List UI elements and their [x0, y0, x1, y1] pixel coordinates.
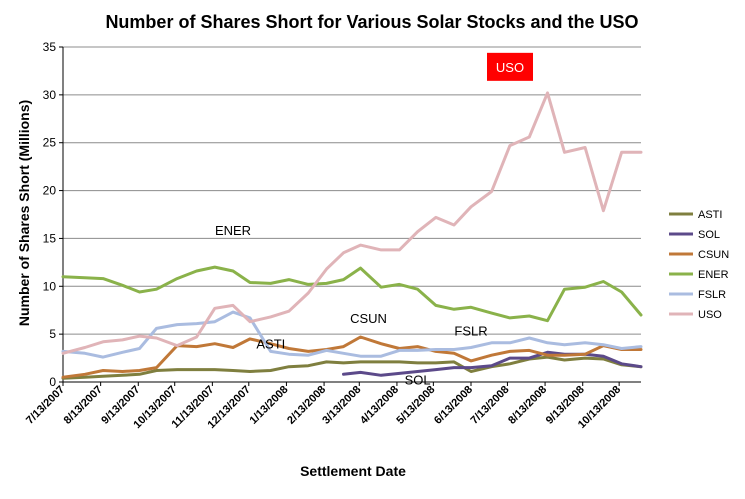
series-line-fslr — [61, 310, 643, 359]
y-tick-label: 0 — [49, 375, 56, 389]
y-tick-label: 35 — [43, 40, 57, 54]
x-tick-label: 4/13/2008 — [358, 384, 401, 427]
annotations: ENER CSUN FSLR ASTI SOL USO — [215, 52, 533, 387]
x-tick-label: 1/13/2008 — [247, 384, 290, 427]
legend-label-sol: SOL — [698, 229, 720, 241]
x-tick-label: 7/13/2007 — [24, 384, 67, 427]
x-tick-label: 3/13/2008 — [320, 384, 363, 427]
series-line-uso — [61, 91, 643, 355]
x-tick-label: 8/13/2007 — [62, 384, 105, 427]
annotation-label-ener: ENER — [215, 223, 251, 238]
y-tick-label: 5 — [49, 327, 56, 341]
annotation-background-uso — [487, 52, 533, 81]
annotation-label-csun: CSUN — [350, 311, 387, 326]
x-tick-label: 5/13/2008 — [394, 384, 437, 427]
x-tick-label: 6/13/2008 — [432, 384, 475, 427]
chart-title: Number of Shares Short for Various Solar… — [105, 12, 638, 32]
series-line-sol — [342, 350, 643, 377]
legend-label-uso: USO — [698, 309, 722, 321]
x-axis-ticks: 7/13/20078/13/20079/13/200710/13/200711/… — [24, 382, 623, 431]
series-line-csun — [61, 335, 643, 379]
legend-label-asti: ASTI — [698, 209, 722, 221]
axes — [62, 47, 641, 383]
x-axis-title: Settlement Date — [300, 463, 406, 479]
y-axis-ticks: 0 5 10 15 20 25 30 35 — [43, 40, 63, 389]
x-tick-label: 8/13/2008 — [506, 384, 549, 427]
annotation-label-asti: ASTI — [256, 337, 285, 352]
y-tick-label: 20 — [43, 184, 57, 198]
y-axis-title: Number of Shares Short (Millions) — [16, 100, 32, 326]
y-tick-label: 30 — [43, 88, 57, 102]
annotation-label-uso: USO — [496, 60, 524, 75]
annotation-label-fslr: FSLR — [454, 324, 487, 339]
series-lines — [61, 91, 643, 380]
legend: ASTI SOL CSUN ENER FSLR USO — [669, 209, 729, 321]
annotation-label-sol: SOL — [405, 372, 431, 387]
y-tick-label: 15 — [43, 231, 57, 245]
y-tick-label: 10 — [43, 279, 57, 293]
y-tick-label: 25 — [43, 136, 57, 150]
series-line-ener — [61, 265, 643, 323]
legend-label-csun: CSUN — [698, 249, 729, 261]
series-line-asti — [61, 355, 643, 380]
legend-label-fslr: FSLR — [698, 289, 726, 301]
legend-label-ener: ENER — [698, 269, 729, 281]
x-tick-label: 7/13/2008 — [468, 384, 511, 427]
